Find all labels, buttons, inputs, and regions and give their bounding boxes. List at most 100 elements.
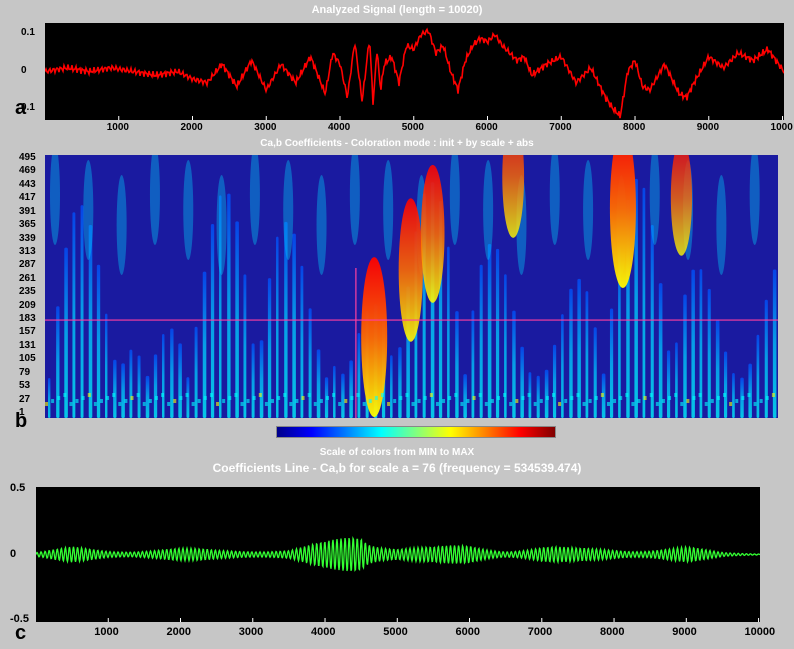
heatmap-stripe <box>723 351 728 418</box>
signal-x-tick: 2000 <box>180 122 203 133</box>
heatmap-noise <box>600 393 604 397</box>
coefficients-y-tick: 391 <box>19 205 36 217</box>
heatmap-noise <box>124 399 128 403</box>
heatmap-noise <box>264 402 268 406</box>
heatmap-stripe <box>398 347 402 418</box>
heatmap-stripe <box>650 225 654 418</box>
heatmap-stripe <box>552 344 557 418</box>
heatmap-noise <box>423 396 427 400</box>
heatmap-stripe <box>748 363 752 418</box>
heatmap-noise <box>460 402 464 406</box>
heatmap-noise <box>765 396 769 400</box>
coefficient-line-plot-area[interactable] <box>36 487 760 622</box>
coefficients-y-tick: 105 <box>19 353 36 365</box>
coefficient-line <box>36 535 760 572</box>
heatmap-noise <box>411 402 415 406</box>
heatmap-lobe <box>549 155 560 245</box>
heatmap-stripe <box>666 350 671 418</box>
coefficients-y-tick: 417 <box>19 192 36 204</box>
signal-x-tick: 6000 <box>475 122 498 133</box>
heatmap-noise <box>69 402 73 406</box>
heatmap-noise <box>533 402 537 406</box>
coefficient-x-tick: 1000 <box>94 626 119 638</box>
coefficients-y-tick: 365 <box>19 219 36 231</box>
heatmap-noise <box>637 399 641 403</box>
signal-x-tick: 7000 <box>549 122 572 133</box>
heatmap-stripe <box>129 349 133 418</box>
heatmap-stripe <box>691 269 695 418</box>
heatmap-stripe <box>267 278 272 418</box>
heatmap-noise <box>380 393 384 397</box>
heatmap-noise <box>570 396 574 400</box>
heatmap-stripe <box>504 274 507 418</box>
coefficients-y-tick: 443 <box>19 178 36 190</box>
heatmap-noise <box>509 402 513 406</box>
heatmap-stripe <box>105 313 108 418</box>
heatmap-noise <box>197 399 201 403</box>
signal-x-tick: 1000 <box>106 122 129 133</box>
heatmap-noise <box>246 399 250 403</box>
heatmap-noise <box>478 393 482 397</box>
heatmap-stripe <box>512 310 516 418</box>
heatmap-stripe <box>153 354 158 418</box>
heatmap-noise <box>51 399 55 403</box>
heatmap-stripe <box>487 244 492 418</box>
heatmap-stripe <box>772 269 777 418</box>
heatmap-noise <box>674 393 678 397</box>
coefficient-line-title: Coefficients Line - Ca,b for scale a = 7… <box>212 461 582 475</box>
coefficients-y-tick: 209 <box>19 299 36 311</box>
heatmap-lobe <box>83 160 94 260</box>
heatmap-noise <box>332 393 336 397</box>
heatmap-stripe <box>658 283 663 418</box>
heatmap-lobe <box>183 160 194 260</box>
heatmap-stripe <box>64 247 68 418</box>
signal-plot-area[interactable] <box>45 23 784 120</box>
heatmap-noise <box>271 399 275 403</box>
panel-label-c: c <box>15 622 27 644</box>
heatmap-noise <box>173 399 177 403</box>
colorbar <box>276 426 556 438</box>
heatmap-noise <box>185 393 189 397</box>
signal-x-tick: 1000 <box>770 122 793 133</box>
heatmap-stripe <box>634 178 638 418</box>
heatmap-stripe <box>292 233 296 418</box>
heatmap-lobe <box>249 155 260 245</box>
heatmap-noise <box>613 399 617 403</box>
heatmap-lobe <box>149 155 160 245</box>
coefficients-y-tick: 313 <box>19 245 36 257</box>
heatmap-noise <box>466 399 470 403</box>
heatmap-stripe <box>210 223 215 418</box>
signal-x-tick: 5000 <box>401 122 424 133</box>
heatmap-hotspot <box>670 155 693 256</box>
heatmap-noise <box>154 396 158 400</box>
heatmap-noise <box>228 396 232 400</box>
heatmap-stripe <box>308 308 312 418</box>
heatmap-noise <box>686 399 690 403</box>
heatmap-stripe <box>520 346 524 418</box>
coefficient-x-tick: 9000 <box>672 626 697 638</box>
heatmap-stripe <box>455 311 459 418</box>
coefficient-y-tick: -0.5 <box>10 613 29 625</box>
heatmap-noise <box>655 402 659 406</box>
heatmap-noise <box>234 393 238 397</box>
heatmap-lobe <box>349 155 360 245</box>
heatmap-noise <box>680 402 684 406</box>
coefficients-heatmap-area[interactable] <box>45 155 778 418</box>
heatmap-stripe <box>699 269 703 418</box>
heatmap-stripe <box>569 288 573 418</box>
heatmap-noise <box>661 399 665 403</box>
heatmap-stripe <box>585 291 589 418</box>
coefficients-y-tick: 27 <box>19 393 31 405</box>
heatmap-noise <box>136 393 140 397</box>
heatmap-noise <box>93 402 97 406</box>
heatmap-noise <box>75 399 79 403</box>
coefficients-y-tick: 469 <box>19 165 36 177</box>
heatmap-noise <box>442 399 446 403</box>
heatmap-stripe <box>178 343 182 418</box>
coefficients-y-tick: 79 <box>19 366 31 378</box>
heatmap-noise <box>497 396 501 400</box>
heatmap-noise <box>515 399 519 403</box>
heatmap-noise <box>374 396 378 400</box>
heatmap-stripe <box>300 265 304 418</box>
heatmap-noise <box>57 396 61 400</box>
